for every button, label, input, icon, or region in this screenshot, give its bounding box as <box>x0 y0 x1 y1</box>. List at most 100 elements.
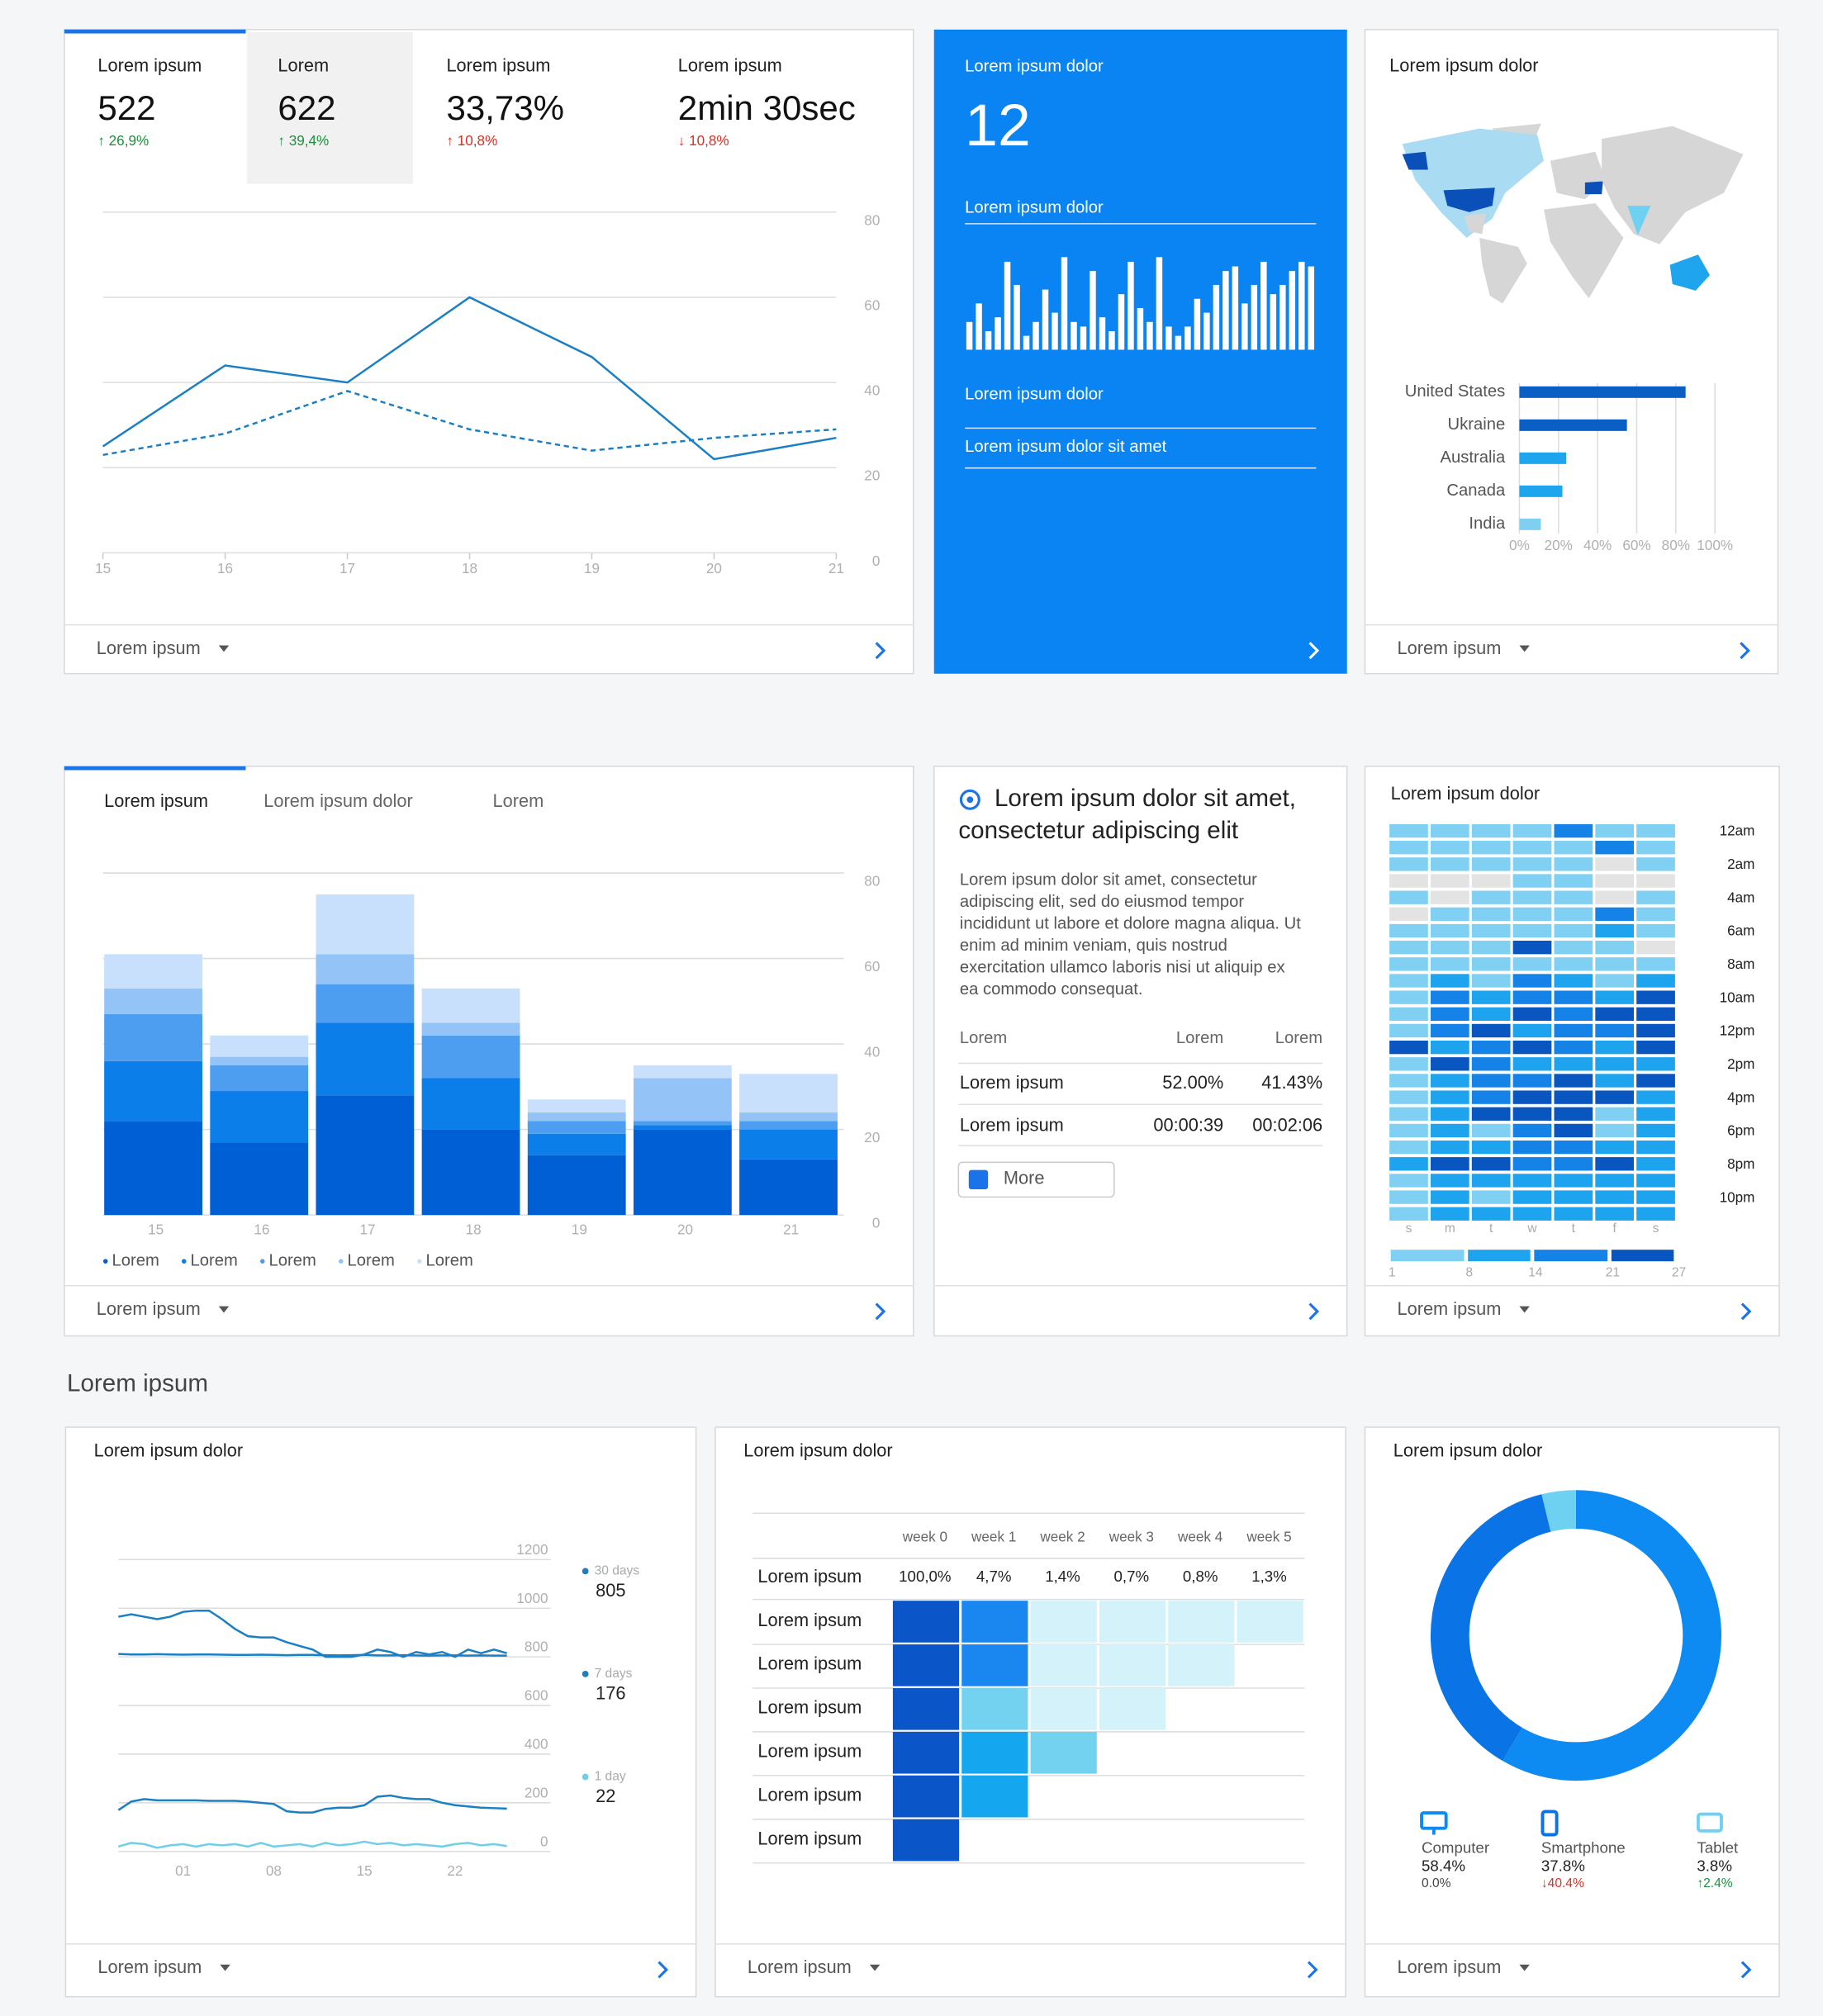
next-button[interactable] <box>875 1302 886 1321</box>
heat-cell <box>1554 1190 1593 1204</box>
summary-value: 1,4% <box>1045 1568 1080 1585</box>
tab[interactable]: Lorem <box>493 790 544 811</box>
heat-cell <box>1430 1190 1469 1204</box>
table-cell: 41.43% <box>1261 1072 1322 1093</box>
bar-segment <box>421 1022 520 1036</box>
heat-cell <box>1389 1174 1428 1188</box>
heat-cell <box>1595 1057 1635 1071</box>
heat-cell <box>1471 1174 1511 1188</box>
next-button[interactable] <box>658 1961 668 1979</box>
row-label: 6pm <box>1727 1123 1754 1139</box>
button-icon <box>968 1169 989 1190</box>
more-button[interactable] <box>957 1161 1115 1198</box>
heat-cell <box>1595 990 1635 1004</box>
footer-dropdown[interactable]: Lorem ipsum <box>97 1298 201 1319</box>
next-button[interactable] <box>1307 1961 1318 1979</box>
kpi-value: 522 <box>97 88 155 127</box>
heat-cell <box>1554 941 1593 955</box>
map-region <box>1443 187 1495 212</box>
footer-dropdown[interactable]: Lorem ipsum <box>1397 638 1501 658</box>
card-title: Lorem ipsum <box>97 55 202 76</box>
x-tick-label: 80% <box>1662 538 1690 553</box>
next-button[interactable] <box>1308 1302 1320 1321</box>
heat-cell <box>1512 1023 1552 1038</box>
bar <box>1279 284 1286 350</box>
map-region <box>1669 254 1710 291</box>
y-tick-label: 800 <box>525 1639 548 1655</box>
legend-dot <box>416 1259 422 1264</box>
empty-cell <box>1636 874 1675 888</box>
bar <box>1251 284 1258 350</box>
heat-cell <box>1636 1207 1675 1221</box>
x-tick-label: 60% <box>1622 538 1650 553</box>
bar <box>1156 257 1163 350</box>
section-title: Lorem ipsum <box>67 1369 208 1397</box>
series-line <box>102 296 837 461</box>
x-tick-label: 21 <box>828 561 844 576</box>
empty-cell <box>1636 941 1675 955</box>
device-name: Computer <box>1422 1839 1489 1857</box>
bar-segment <box>210 1091 309 1143</box>
paragraph-line: ea commodo consequat. <box>960 980 1143 999</box>
card-title: Lorem ipsum dolor <box>1389 55 1538 76</box>
kpi-value: 622 <box>278 88 335 127</box>
heat-cell <box>1595 974 1635 988</box>
highlight-link[interactable]: Lorem ipsum dolor <box>965 385 1104 403</box>
bar-segment <box>527 1112 626 1122</box>
x-tick-label: 17 <box>359 1221 375 1237</box>
heat-cell <box>1389 1040 1428 1055</box>
x-tick-label: 20% <box>1545 538 1573 553</box>
paragraph-line: incididunt ut labore et dolore magna ali… <box>960 915 1301 933</box>
bar-segment <box>421 1078 520 1130</box>
map-region <box>1402 128 1545 239</box>
device-change: ↑2.4% <box>1697 1876 1732 1890</box>
cohort-cell <box>1030 1644 1097 1686</box>
heat-cell <box>1636 841 1675 855</box>
next-button[interactable] <box>1740 1302 1752 1321</box>
column-label: s <box>1653 1221 1659 1236</box>
kpi-change: ↑ 26,9% <box>97 133 149 149</box>
cohort-cell <box>1099 1688 1166 1730</box>
heat-cell <box>1389 1107 1428 1121</box>
article-title: Lorem ipsum dolor sit amet, <box>995 785 1296 812</box>
bar-segment <box>527 1155 626 1216</box>
footer-dropdown[interactable]: Lorem ipsum <box>97 1957 202 1977</box>
row-label: 4am <box>1727 889 1754 905</box>
card-title: Lorem ipsum dolor <box>94 1440 243 1460</box>
footer-dropdown[interactable]: Lorem ipsum <box>1397 1957 1501 1977</box>
footer-dropdown[interactable]: Lorem ipsum <box>97 638 201 658</box>
bar <box>1118 294 1125 350</box>
heat-cell <box>1430 1090 1469 1104</box>
category-label: Ukraine <box>1448 415 1506 434</box>
bar <box>1023 335 1030 350</box>
highlight-link[interactable]: Lorem ipsum dolor sit amet <box>965 438 1166 456</box>
next-button[interactable] <box>1308 642 1320 660</box>
footer-dropdown[interactable]: Lorem ipsum <box>1397 1298 1501 1319</box>
legend-tick-label: 21 <box>1606 1265 1620 1279</box>
row-label: 8am <box>1727 956 1754 972</box>
button-label: More <box>1004 1167 1045 1188</box>
footer-dropdown[interactable]: Lorem ipsum <box>748 1957 852 1977</box>
kpi-value: 2min 30sec <box>678 88 856 127</box>
next-button[interactable] <box>1740 642 1750 660</box>
x-tick-label: 19 <box>584 561 600 576</box>
next-button[interactable] <box>875 642 886 660</box>
kpi-value: 33,73% <box>446 88 564 127</box>
bar-segment <box>527 1121 626 1134</box>
tab[interactable]: Lorem ipsum <box>104 790 208 811</box>
next-button[interactable] <box>1740 1961 1752 1979</box>
bar <box>1080 326 1087 350</box>
x-tick-label: 16 <box>254 1221 269 1237</box>
empty-cell <box>1595 857 1635 871</box>
heat-cell <box>1554 974 1593 988</box>
category-label: Canada <box>1446 481 1506 500</box>
bar <box>1128 261 1134 350</box>
column-header: week 3 <box>1109 1529 1154 1544</box>
heat-cell <box>1636 923 1675 938</box>
bar <box>1165 326 1172 350</box>
paragraph-line: Lorem ipsum dolor sit amet, consectetur <box>960 871 1257 889</box>
bar-segment <box>316 1022 415 1096</box>
tab[interactable]: Lorem ipsum dolor <box>263 790 412 811</box>
kpi-label: Lorem ipsum <box>446 55 550 76</box>
bar <box>1308 266 1315 350</box>
